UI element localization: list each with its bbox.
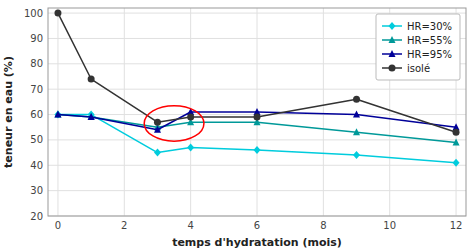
tick-label: 20 <box>30 211 43 222</box>
grid <box>48 8 466 216</box>
point <box>453 129 460 136</box>
tick-label: 80 <box>30 58 43 69</box>
plot-frame <box>48 8 466 216</box>
legend-label: HR=55% <box>407 35 452 46</box>
line <box>58 112 456 130</box>
legend-marker <box>389 50 396 57</box>
point <box>353 128 360 135</box>
legend-box <box>376 14 460 80</box>
x-axis-label: temps d'hydratation (mois) <box>172 236 342 249</box>
point <box>187 114 194 121</box>
point <box>353 111 360 118</box>
grid-line <box>323 8 324 216</box>
legend-label: HR=95% <box>407 49 452 60</box>
plot-area <box>54 10 459 167</box>
tick-label: 30 <box>30 185 43 196</box>
point <box>254 114 261 121</box>
tick-label: 0 <box>55 220 61 231</box>
tick-label: 100 <box>24 8 43 19</box>
legend-marker <box>389 65 396 72</box>
grid-line <box>124 8 125 216</box>
tick-label: 8 <box>320 220 326 231</box>
legend-label: isolé <box>407 63 430 74</box>
point <box>54 10 61 17</box>
tick-label: 12 <box>450 220 463 231</box>
tick-label: 6 <box>254 220 260 231</box>
tick-label: 2 <box>121 220 127 231</box>
y-axis-label: teneur en eau (%) <box>2 56 15 168</box>
point <box>54 111 61 118</box>
series <box>54 108 459 133</box>
tick-label: 40 <box>30 160 43 171</box>
series <box>54 10 459 136</box>
tick-label: 50 <box>30 134 43 145</box>
legend-marker <box>389 36 396 43</box>
point <box>453 159 460 167</box>
series <box>54 111 459 146</box>
point <box>88 76 95 83</box>
series <box>54 111 459 167</box>
point <box>187 144 194 152</box>
point <box>453 138 460 145</box>
line <box>58 115 456 143</box>
point <box>154 119 161 126</box>
point <box>154 149 161 157</box>
legend-label: HR=30% <box>407 21 452 32</box>
tick-label: 10 <box>383 220 396 231</box>
tick-label: 4 <box>187 220 193 231</box>
legend-marker <box>389 22 396 30</box>
point <box>154 126 161 133</box>
point <box>353 151 360 159</box>
annotation-ellipse <box>144 106 204 142</box>
chart: 20 30 40 50 60 70 80 90 100 0 2 4 6 8 10 12 temps d'hydr… <box>0 0 474 252</box>
point <box>88 113 95 120</box>
point <box>353 96 360 103</box>
tick-label: 60 <box>30 109 43 120</box>
point <box>254 146 261 154</box>
legend: HR=30% HR=55% HR=95% isolé <box>376 14 460 80</box>
tick-label: 90 <box>30 33 43 44</box>
tick-label: 70 <box>30 84 43 95</box>
